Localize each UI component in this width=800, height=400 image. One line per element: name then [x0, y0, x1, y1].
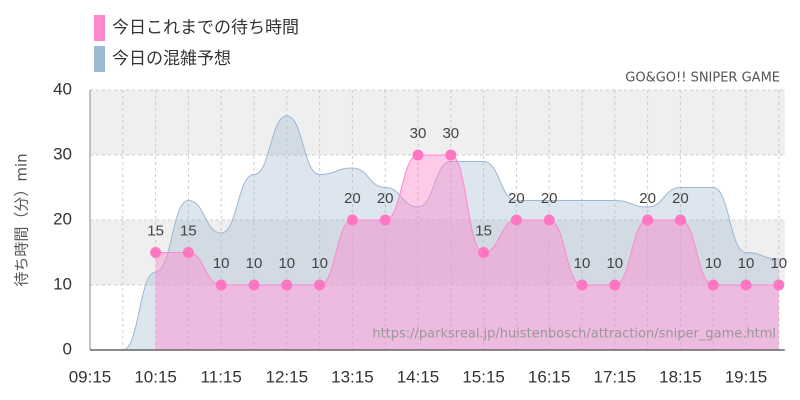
x-tick-label: 13:15	[331, 367, 374, 386]
value-label: 20	[344, 190, 361, 207]
y-tick-label: 0	[63, 339, 72, 358]
x-tick-label: 10:15	[134, 367, 177, 386]
point	[150, 247, 162, 258]
x-tick-label: 09:15	[69, 367, 112, 386]
y-axis-label: 待ち時間（分）min	[13, 153, 31, 286]
point	[445, 149, 457, 161]
value-label: 20	[508, 190, 525, 207]
point	[674, 214, 686, 226]
value-label: 10	[574, 255, 591, 272]
point	[642, 214, 654, 226]
grid-band	[90, 220, 785, 285]
value-label: 10	[278, 255, 295, 272]
point	[346, 214, 358, 226]
value-label: 30	[410, 125, 427, 142]
line	[155, 154, 779, 286]
value-label: 10	[770, 255, 787, 272]
point	[510, 214, 522, 226]
point	[740, 279, 752, 291]
x-tick-label: 11:15	[201, 367, 242, 386]
y-tick-label: 10	[53, 274, 72, 293]
value-label: 10	[213, 255, 230, 272]
x-tick-label: 14:15	[397, 367, 440, 386]
value-label: 30	[442, 125, 459, 142]
value-label: 20	[377, 190, 394, 207]
point	[182, 247, 194, 258]
grid-band	[90, 90, 785, 155]
y-tick-label: 40	[53, 79, 72, 98]
point	[609, 279, 621, 291]
point	[478, 247, 490, 258]
value-label: 10	[738, 255, 755, 272]
legend-swatch	[94, 15, 105, 41]
point	[248, 279, 260, 291]
value-label: 20	[672, 190, 689, 207]
value-label: 10	[705, 255, 722, 272]
y-tick-label: 20	[53, 209, 72, 228]
legend-label: 今日これまでの待ち時間	[112, 18, 299, 38]
value-label: 15	[147, 222, 164, 239]
point	[576, 279, 588, 291]
line	[90, 115, 779, 351]
x-tick-label: 17:15	[594, 367, 637, 386]
value-label: 10	[606, 255, 623, 272]
value-label: 15	[475, 222, 492, 239]
value-label: 20	[639, 190, 656, 207]
x-tick-label: 12:15	[266, 367, 309, 386]
x-tick-label: 19:15	[725, 367, 768, 386]
point	[215, 279, 227, 291]
area	[155, 155, 779, 350]
area	[90, 116, 779, 350]
source-url: https://parksreal.jp/huistenbosch/attrac…	[372, 327, 776, 342]
legend-swatch	[94, 46, 105, 72]
point	[314, 279, 326, 291]
x-tick-label: 16:15	[528, 367, 571, 386]
value-label: 10	[311, 255, 328, 272]
x-tick-label: 15:15	[462, 367, 505, 386]
point	[707, 279, 719, 291]
watermark: GO&GO!! SNIPER GAME	[625, 71, 780, 86]
value-label: 15	[180, 222, 197, 239]
value-label: 10	[246, 255, 263, 272]
y-tick-label: 30	[53, 144, 72, 163]
point	[543, 214, 555, 226]
x-tick-label: 18:15	[659, 367, 702, 386]
point	[281, 279, 293, 291]
point	[379, 214, 391, 226]
point	[773, 279, 785, 291]
point	[412, 149, 424, 161]
value-label: 20	[541, 190, 558, 207]
legend-label: 今日の混雑予想	[112, 49, 231, 69]
